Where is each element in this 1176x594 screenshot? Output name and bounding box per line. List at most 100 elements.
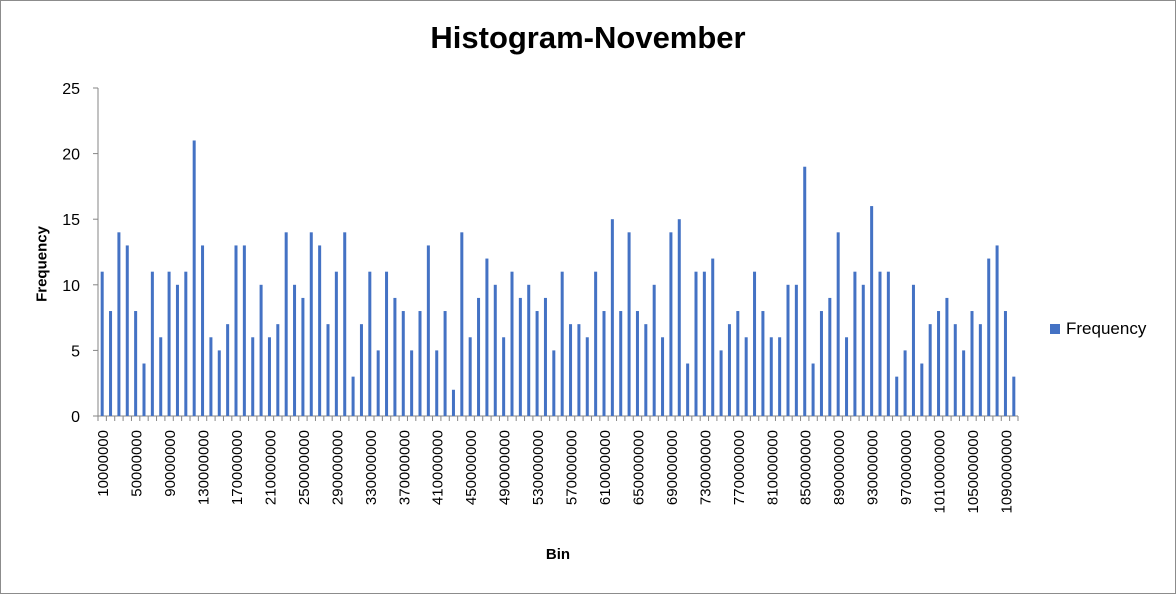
y-tick-label: 15 — [62, 212, 80, 229]
bar — [995, 245, 999, 416]
bar — [201, 245, 205, 416]
bar — [652, 284, 656, 416]
bar — [109, 311, 113, 416]
bar — [794, 284, 798, 416]
bar — [192, 140, 196, 417]
bar — [694, 271, 698, 416]
x-tick-label: 290000000 — [329, 430, 346, 505]
bar — [518, 297, 522, 416]
x-tick-label: 90000000 — [162, 430, 179, 497]
bar — [226, 324, 230, 416]
bar — [870, 206, 874, 416]
bar — [234, 245, 238, 416]
bar — [175, 284, 179, 416]
bar — [259, 284, 263, 416]
bar — [719, 350, 723, 416]
x-tick-label: 610000000 — [597, 430, 614, 505]
bar — [410, 350, 414, 416]
x-tick-label: 930000000 — [865, 430, 882, 505]
bar — [468, 337, 472, 416]
bar — [920, 363, 924, 416]
bar — [585, 337, 589, 416]
x-tick-label: 410000000 — [430, 430, 447, 505]
bar — [937, 311, 941, 416]
x-tick-label: 530000000 — [530, 430, 547, 505]
bar — [309, 232, 313, 416]
bar — [418, 311, 422, 416]
bar — [435, 350, 439, 416]
bar — [828, 297, 832, 416]
bar — [510, 271, 514, 416]
bar — [1012, 376, 1016, 416]
bar — [669, 232, 673, 416]
bar — [485, 258, 489, 416]
bar — [953, 324, 957, 416]
bar — [619, 311, 623, 416]
x-tick-label: 1090000000 — [998, 430, 1015, 513]
y-tick-label: 5 — [71, 343, 80, 360]
bar — [803, 166, 807, 416]
bar — [460, 232, 464, 416]
bar — [560, 271, 564, 416]
bar — [527, 284, 531, 416]
bar — [786, 284, 790, 416]
bar — [594, 271, 598, 416]
bar — [426, 245, 430, 416]
bar — [711, 258, 715, 416]
bar — [761, 311, 765, 416]
bar — [602, 311, 606, 416]
bar — [401, 311, 405, 416]
bar — [242, 245, 246, 416]
y-tick-label: 10 — [62, 278, 80, 295]
bar — [443, 311, 447, 416]
x-tick-label: 370000000 — [396, 430, 413, 505]
bar — [334, 271, 338, 416]
bar — [970, 311, 974, 416]
bar — [627, 232, 631, 416]
bar — [535, 311, 539, 416]
x-tick-label: 450000000 — [463, 430, 480, 505]
bar — [167, 271, 171, 416]
bar — [778, 337, 782, 416]
x-axis-label: Bin — [545, 546, 571, 563]
bar — [125, 245, 129, 416]
bar — [610, 219, 614, 416]
bar — [451, 389, 455, 416]
x-tick-label: 1050000000 — [965, 430, 982, 513]
bar — [677, 219, 681, 416]
bar — [661, 337, 665, 416]
bar — [376, 350, 380, 416]
x-tick-label: 330000000 — [363, 430, 380, 505]
bar — [811, 363, 815, 416]
bar — [301, 297, 305, 416]
x-tick-label: 250000000 — [296, 430, 313, 505]
bar — [251, 337, 255, 416]
bar — [769, 337, 773, 416]
bar — [209, 337, 213, 416]
bar — [502, 337, 506, 416]
bar — [819, 311, 823, 416]
bar — [276, 324, 280, 416]
bar — [878, 271, 882, 416]
bar — [343, 232, 347, 416]
x-tick-label: 890000000 — [831, 430, 848, 505]
bar — [903, 350, 907, 416]
bar — [635, 311, 639, 416]
x-tick-label: 210000000 — [262, 430, 279, 505]
bar — [1003, 311, 1007, 416]
x-tick-label: 570000000 — [564, 430, 581, 505]
x-tick-label: 170000000 — [229, 430, 246, 505]
bar — [393, 297, 397, 416]
bar — [753, 271, 757, 416]
bar — [569, 324, 573, 416]
bar — [100, 271, 104, 416]
bar — [895, 376, 899, 416]
bar — [836, 232, 840, 416]
bar — [928, 324, 932, 416]
bar — [911, 284, 915, 416]
x-tick-label: 10000000 — [95, 430, 112, 497]
bar — [702, 271, 706, 416]
x-tick-label: 810000000 — [764, 430, 781, 505]
